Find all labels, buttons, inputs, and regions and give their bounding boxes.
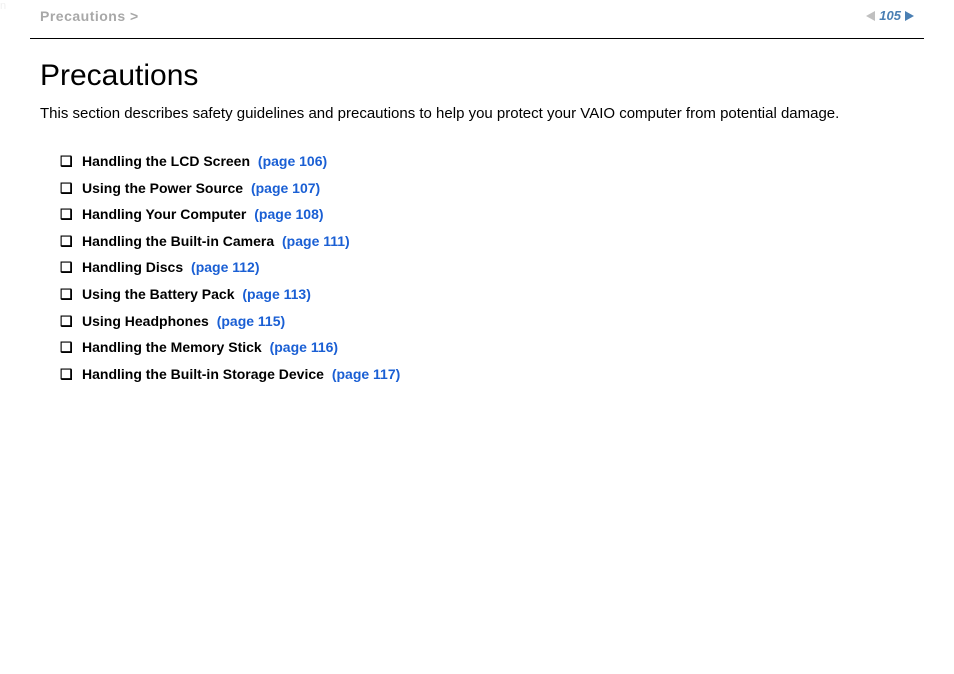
bullet-icon: ❑	[60, 308, 82, 335]
breadcrumb[interactable]: Precautions >	[40, 8, 139, 24]
toc-page-ref[interactable]: (page 112)	[191, 259, 259, 275]
bullet-icon: ❑	[60, 361, 82, 388]
bullet-icon: ❑	[60, 175, 82, 202]
page-header: Precautions > 105	[0, 0, 954, 38]
toc-page-ref[interactable]: (page 108)	[254, 206, 323, 222]
bullet-icon: ❑	[60, 148, 82, 175]
bullet-icon: ❑	[60, 254, 82, 281]
toc-page-ref[interactable]: (page 106)	[258, 153, 327, 169]
toc-page-ref[interactable]: (page 107)	[251, 180, 320, 196]
prev-page-icon[interactable]	[866, 11, 875, 21]
toc-label: Using the Power Source	[82, 180, 243, 196]
toc-list: ❑ Handling the LCD Screen (page 106) ❑ U…	[40, 148, 914, 387]
bullet-icon: ❑	[60, 281, 82, 308]
toc-item: ❑ Using Headphones (page 115)	[60, 308, 914, 335]
page-title: Precautions	[40, 59, 914, 93]
toc-label: Handling Discs	[82, 259, 183, 275]
toc-item: ❑ Using the Power Source (page 107)	[60, 175, 914, 202]
toc-label: Handling the LCD Screen	[82, 153, 250, 169]
toc-label: Handling the Memory Stick	[82, 339, 262, 355]
toc-page-ref[interactable]: (page 116)	[270, 339, 338, 355]
page-nav: 105	[866, 8, 914, 23]
intro-text: This section describes safety guidelines…	[40, 103, 914, 124]
next-page-icon[interactable]	[905, 11, 914, 21]
page-number: 105	[879, 8, 901, 23]
toc-page-ref[interactable]: (page 111)	[282, 233, 350, 249]
toc-label: Using Headphones	[82, 313, 209, 329]
toc-page-ref[interactable]: (page 113)	[242, 286, 310, 302]
toc-item: ❑ Handling the Built-in Camera (page 111…	[60, 228, 914, 255]
toc-page-ref[interactable]: (page 117)	[332, 366, 400, 382]
toc-label: Handling the Built-in Camera	[82, 233, 274, 249]
bullet-icon: ❑	[60, 201, 82, 228]
bullet-icon: ❑	[60, 334, 82, 361]
toc-item: ❑ Using the Battery Pack (page 113)	[60, 281, 914, 308]
toc-label: Handling the Built-in Storage Device	[82, 366, 324, 382]
toc-item: ❑ Handling Discs (page 112)	[60, 254, 914, 281]
toc-item: ❑ Handling Your Computer (page 108)	[60, 201, 914, 228]
toc-page-ref[interactable]: (page 115)	[217, 313, 285, 329]
page-content: Precautions This section describes safet…	[0, 39, 954, 387]
toc-label: Using the Battery Pack	[82, 286, 235, 302]
toc-label: Handling Your Computer	[82, 206, 246, 222]
bullet-icon: ❑	[60, 228, 82, 255]
toc-item: ❑ Handling the LCD Screen (page 106)	[60, 148, 914, 175]
toc-item: ❑ Handling the Built-in Storage Device (…	[60, 361, 914, 388]
toc-item: ❑ Handling the Memory Stick (page 116)	[60, 334, 914, 361]
